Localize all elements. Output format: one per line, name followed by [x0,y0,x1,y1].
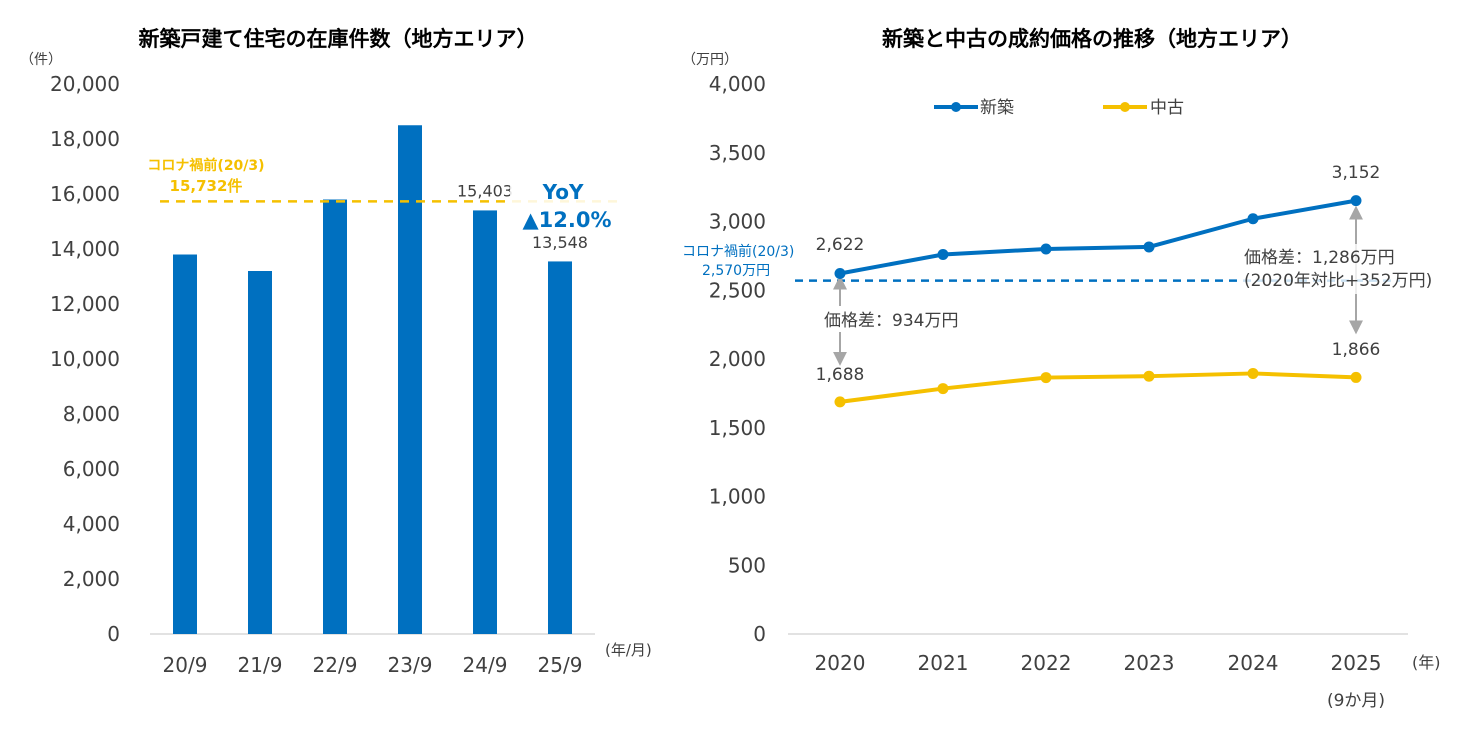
yoy-value: ▲12.0% [522,208,611,232]
line-x-tick-label: 2025 [1331,651,1382,675]
series-point-new-2021 [937,249,949,260]
bar-y-tick-label: 12,000 [50,292,120,316]
legend-label-new: 新築 [980,98,1014,118]
line-y-tick-label: 2,000 [709,347,766,371]
series-point-new-2022 [1040,243,1052,255]
series-point-used-2022 [1040,372,1052,384]
bar-25-9 [548,261,572,634]
legend-marker-used [1120,102,1130,112]
line-reference-label-line1: コロナ禍前(20/3) [682,243,794,260]
line-y-tick-label: 4,000 [709,72,766,96]
line-y-tick-label: 3,500 [709,141,766,165]
line-reference-label-line2: 2,570万円 [702,263,770,279]
line-x-tick-label: 2022 [1021,651,1072,675]
bar-y-tick-label: 0 [107,622,120,646]
bar-y-tick-label: 18,000 [50,127,120,151]
yoy-background [510,176,618,232]
line-chart: 新築と中古の成約価格の推移（地方エリア） （万円） 0 500 1,000 1,500… [682,27,1456,711]
series-point-new-2024 [1247,213,1259,225]
bar-y-tick-label: 20,000 [50,72,120,96]
line-x-tick-label: 2023 [1124,651,1175,675]
bar-23-9 [398,125,422,634]
bar-y-axis-ticks: 0 2,000 4,000 6,000 8,000 10,000 12,000 14,000 1… [50,72,120,646]
legend-marker-new [951,102,961,112]
diff-2020-bg [820,306,978,332]
bar-y-tick-label: 2,000 [63,567,120,591]
line-series [834,195,1362,408]
bar-20-9 [173,254,197,634]
line-x-tick-label: 2021 [918,651,969,675]
series-point-used-2024 [1247,367,1259,379]
bar-y-tick-label: 10,000 [50,347,120,371]
bar-24-9 [473,210,497,635]
price-diff-2025-label-line1: 価格差：1,286万円 [1244,248,1395,268]
bar-y-tick-label: 8,000 [63,402,120,426]
diff-2025-bg [1240,244,1456,294]
legend-label-used: 中古 [1150,98,1184,118]
line-y-tick-label: 0 [753,622,766,646]
line-chart-y-unit: （万円） [682,52,738,68]
line-y-tick-label: 500 [728,553,766,577]
bar-data-label-25-9: 13,548 [532,233,588,252]
bar-x-tick-label: 24/9 [463,653,508,677]
price-diff-2025-label-line2: (2020年対比+352万円) [1244,271,1432,291]
bar-y-tick-label: 6,000 [63,457,120,481]
bar-x-tick-label: 25/9 [538,653,583,677]
line-y-tick-label: 1,500 [709,416,766,440]
used-last-data-label: 1,866 [1332,340,1381,360]
line-x-axis-ticks: 2020 2021 2022 2023 2024 2025 [815,651,1382,675]
bar-reference-label-line1: コロナ禍前(20/3) [147,157,264,174]
line-x-sublabel-2025: (9か月) [1327,691,1385,711]
series-point-used-2025 [1350,371,1362,383]
bar-reference-label-line2: 15,732件 [170,177,243,195]
bar-chart-title: 新築戸建て住宅の在庫件数（地方エリア） [139,27,538,51]
new-first-data-label: 2,622 [816,235,865,255]
bar-chart: 新築戸建て住宅の在庫件数（地方エリア） （件） 0 2,000 4,000 6,000… [20,27,652,677]
series-point-new-2023 [1143,241,1155,253]
line-y-tick-label: 1,000 [709,485,766,509]
bar-chart-y-unit: （件） [20,52,62,68]
bar-y-tick-label: 16,000 [50,182,120,206]
bar-21-9 [248,271,272,634]
bar-x-unit: (年/月) [605,641,652,659]
line-x-unit: (年) [1412,653,1441,672]
bar-x-tick-label: 21/9 [238,653,283,677]
used-first-data-label: 1,688 [816,365,865,385]
series-point-used-2023 [1143,370,1155,382]
line-chart-title: 新築と中古の成約価格の推移（地方エリア） [882,27,1302,51]
series-line-new [839,198,1357,276]
series-point-used-2020 [834,396,846,408]
bar-data-label-24-9: 15,403 [457,181,513,200]
line-x-tick-label: 2020 [815,651,866,675]
line-y-axis-ticks: 0 500 1,000 1,500 2,000 2,500 3,000 3,500 4,000 [709,72,766,646]
line-y-tick-label: 3,000 [709,210,766,234]
bar-y-tick-label: 4,000 [63,512,120,536]
bar-22-9 [323,199,347,634]
bar-y-tick-label: 14,000 [50,237,120,261]
bar-x-tick-label: 22/9 [313,653,358,677]
bar-x-tick-label: 23/9 [388,653,433,677]
new-last-data-label: 3,152 [1332,163,1381,183]
series-line-used [839,371,1357,404]
legend: 新築 中古 [934,98,1184,118]
line-x-tick-label: 2024 [1228,651,1279,675]
bar-x-axis-ticks: 20/9 21/9 22/9 23/9 24/9 25/9 [163,653,583,677]
bar-series [173,125,572,635]
bar-x-tick-label: 20/9 [163,653,208,677]
line-y-tick-label: 2,500 [709,278,766,302]
series-point-new-2025 [1350,195,1362,207]
series-point-used-2021 [937,383,949,395]
price-diff-2020-label: 価格差：934万円 [824,311,958,331]
yoy-title: YoY [542,180,584,204]
series-point-new-2020 [834,267,846,279]
